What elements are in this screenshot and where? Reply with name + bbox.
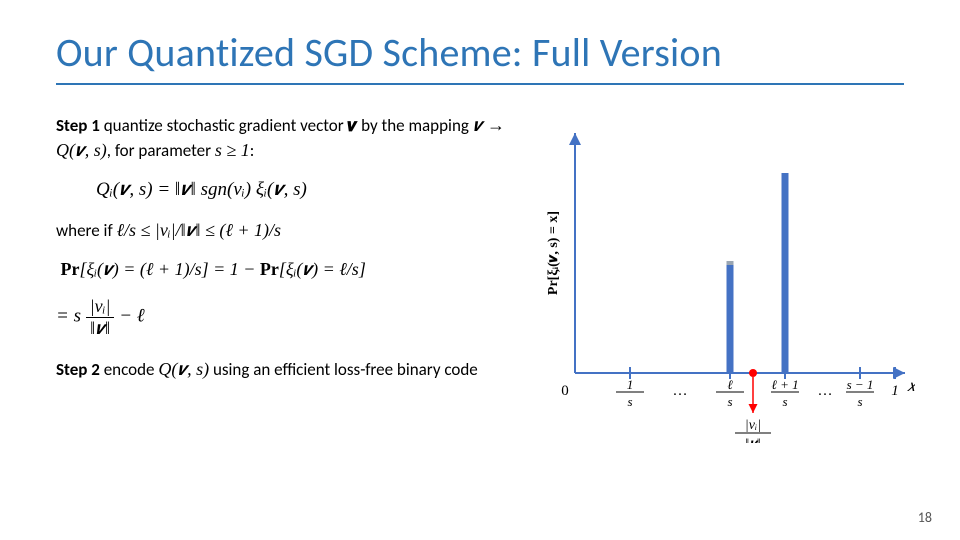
where-cond: ℓ/s ≤ |vᵢ|/‖𝒗‖ ≤ (ℓ + 1)/s bbox=[116, 220, 281, 240]
pr-frac-den: ‖𝒗‖ bbox=[86, 318, 115, 339]
svg-text:1: 1 bbox=[627, 377, 634, 392]
svg-text:‖𝒗‖: ‖𝒗‖ bbox=[745, 437, 760, 443]
svg-text:0: 0 bbox=[561, 383, 569, 399]
svg-text:Pr[ξᵢ(𝒗, s) = x]: Pr[ξᵢ(𝒗, s) = x] bbox=[546, 211, 561, 295]
title-underline bbox=[56, 83, 904, 85]
pr-line-1: Pr[ξᵢ(𝒗) = (ℓ + 1)/s] = 1 − Pr[ξᵢ(𝒗) = ℓ… bbox=[56, 257, 507, 282]
eq-main: Qᵢ(𝒗, s) = ‖𝒗‖ sgn(vᵢ) ξᵢ(𝒗, s) bbox=[56, 177, 507, 204]
svg-text:ℓ + 1: ℓ + 1 bbox=[771, 377, 798, 392]
page-number: 18 bbox=[918, 509, 932, 526]
svg-text:s: s bbox=[627, 394, 632, 409]
step2-q: Q(𝒗, s) bbox=[158, 359, 209, 379]
pr-frac-num: |vᵢ| bbox=[86, 296, 115, 318]
svg-text:…: … bbox=[673, 383, 688, 399]
step1-line: Step 1 quantize stochastic gradient vect… bbox=[56, 113, 507, 163]
slide-title: Our Quantized SGD Scheme: Full Version bbox=[56, 28, 904, 77]
svg-text:𝑥: 𝑥 bbox=[907, 378, 915, 395]
step1-text-b: by the mapping bbox=[357, 115, 472, 136]
svg-text:s: s bbox=[782, 394, 787, 409]
step1-label: Step 1 bbox=[56, 115, 100, 136]
pr-line-2: = s |vᵢ| ‖𝒗‖ − ℓ bbox=[56, 296, 507, 338]
step2-text-a: encode bbox=[100, 359, 158, 380]
step1-text-c: , for parameter bbox=[107, 140, 215, 161]
step1-colon: : bbox=[250, 140, 255, 161]
where-line: where if ℓ/s ≤ |vᵢ|/‖𝒗‖ ≤ (ℓ + 1)/s bbox=[56, 218, 507, 243]
pr-lhs-text: Pr[ξᵢ(𝒗) = (ℓ + 1)/s] = 1 − Pr[ξᵢ(𝒗) = ℓ… bbox=[61, 259, 366, 279]
svg-text:1: 1 bbox=[891, 383, 899, 399]
probability-chart: 1s…ℓsℓ + 1s…s − 1s10𝑥Pr[ξᵢ(𝒗, s) = x]|vᵢ… bbox=[535, 113, 915, 443]
step2-line: Step 2 encode Q(𝒗, s) using an efficient… bbox=[56, 357, 507, 382]
svg-text:|vᵢ|: |vᵢ| bbox=[745, 418, 761, 433]
pr-minus: − ℓ bbox=[119, 306, 145, 327]
slide-body: Step 1 quantize stochastic gradient vect… bbox=[56, 113, 904, 453]
pr-frac: |vᵢ| ‖𝒗‖ bbox=[86, 296, 115, 338]
step1-v: 𝒗 bbox=[348, 115, 358, 135]
pr-eq: = s bbox=[56, 306, 81, 327]
svg-text:s − 1: s − 1 bbox=[847, 377, 874, 392]
step2-label: Step 2 bbox=[56, 359, 100, 380]
svg-text:s: s bbox=[857, 394, 862, 409]
svg-text:…: … bbox=[818, 383, 833, 399]
svg-text:ℓ: ℓ bbox=[727, 377, 733, 392]
svg-text:s: s bbox=[727, 394, 732, 409]
right-column: 1s…ℓsℓ + 1s…s − 1s10𝑥Pr[ξᵢ(𝒗, s) = x]|vᵢ… bbox=[535, 113, 904, 453]
left-column: Step 1 quantize stochastic gradient vect… bbox=[56, 113, 507, 453]
step1-cond: s ≥ 1 bbox=[215, 140, 250, 160]
step1-text-a: quantize stochastic gradient vector bbox=[100, 115, 348, 136]
step2-text-b: using an efficient loss-free binary code bbox=[209, 359, 478, 380]
where-text: where if bbox=[56, 220, 116, 241]
